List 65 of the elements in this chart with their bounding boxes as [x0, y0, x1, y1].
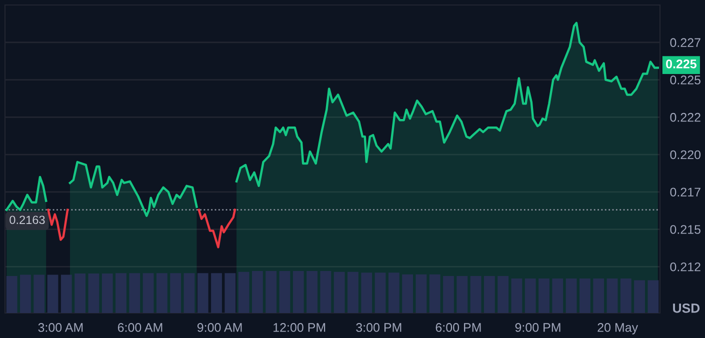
x-tick-label: 20 May — [598, 323, 638, 334]
bar — [511, 278, 522, 313]
bar — [292, 271, 304, 313]
bar — [88, 274, 100, 313]
bar — [170, 273, 182, 313]
y-tick-label: 0.215 — [670, 225, 700, 234]
bar — [20, 274, 31, 313]
bar — [648, 280, 659, 313]
bar — [456, 276, 468, 313]
bar — [374, 272, 386, 313]
bar — [593, 278, 604, 313]
bar — [606, 278, 618, 313]
bar — [443, 276, 454, 313]
y-tick-label: 0.220 — [670, 150, 701, 160]
bar — [116, 273, 126, 313]
bar — [266, 271, 277, 313]
bar — [634, 280, 645, 313]
bar — [279, 271, 290, 313]
bar — [102, 274, 113, 313]
x-tick-label: 9:00 AM — [197, 323, 242, 332]
bar — [388, 272, 400, 313]
bar — [224, 273, 236, 313]
bar — [6, 276, 18, 313]
bar — [429, 274, 440, 313]
bar — [238, 272, 250, 313]
bar — [402, 274, 414, 313]
bar — [60, 274, 72, 313]
x-tick-label: 3:00 PM — [356, 323, 402, 332]
y-tick-label: 0.212 — [670, 262, 700, 272]
bar — [538, 278, 550, 313]
x-tick-label: 12:00 PM — [274, 323, 326, 332]
bar — [566, 278, 577, 313]
ref-line-label: 0.2163 — [10, 216, 45, 224]
x-tick-label: 6:00 PM — [436, 323, 481, 332]
y-tick-label: 0.227 — [670, 38, 700, 48]
bar — [552, 278, 564, 313]
bar — [524, 278, 536, 313]
y-tick-label: 0.217 — [670, 188, 700, 197]
y-tick-label: 0.225 — [670, 76, 700, 84]
bar — [129, 273, 140, 313]
bar — [620, 278, 632, 313]
bar — [306, 271, 318, 313]
bar — [320, 271, 332, 313]
bar — [197, 273, 208, 313]
bar — [470, 276, 482, 313]
x-tick-label: 9:00 PM — [515, 323, 560, 332]
bar — [211, 273, 222, 313]
bar — [334, 272, 345, 313]
bar — [184, 273, 195, 313]
bar — [361, 272, 372, 313]
bar — [74, 274, 86, 313]
bar — [416, 274, 427, 313]
bar — [498, 276, 509, 313]
y-axis-title: USD — [673, 304, 700, 313]
bar — [484, 276, 495, 313]
bar — [348, 272, 358, 313]
bar — [47, 274, 58, 313]
x-tick-label: 6:00 AM — [118, 323, 162, 332]
bar — [252, 271, 263, 313]
bar — [142, 273, 154, 313]
bar — [156, 273, 168, 313]
bar — [34, 274, 45, 313]
y-tick-label: 0.222 — [670, 112, 700, 122]
bar — [579, 278, 590, 313]
x-tick-label: 3:00 AM — [38, 323, 83, 332]
